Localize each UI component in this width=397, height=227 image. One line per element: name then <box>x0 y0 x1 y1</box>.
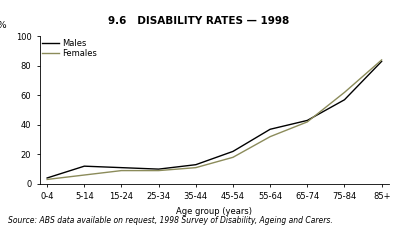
Males <box>45 177 50 179</box>
Males <box>119 166 124 169</box>
Males <box>231 150 235 153</box>
Line: Females: Females <box>47 60 382 179</box>
Text: 9.6   DISABILITY RATES — 1998: 9.6 DISABILITY RATES — 1998 <box>108 16 289 26</box>
Females <box>119 169 124 172</box>
Males <box>268 128 272 131</box>
Text: %: % <box>0 21 6 30</box>
X-axis label: Age group (years): Age group (years) <box>176 207 252 216</box>
Males <box>156 168 161 170</box>
Males <box>379 60 384 63</box>
Males <box>342 99 347 101</box>
Females <box>305 121 310 123</box>
Females <box>379 59 384 61</box>
Females <box>193 166 198 169</box>
Line: Males: Males <box>47 61 382 178</box>
Males <box>193 163 198 166</box>
Females <box>342 91 347 94</box>
Females <box>82 174 87 176</box>
Females <box>156 169 161 172</box>
Males <box>305 119 310 122</box>
Males <box>82 165 87 168</box>
Legend: Males, Females: Males, Females <box>41 38 98 59</box>
Females <box>231 156 235 159</box>
Females <box>45 178 50 181</box>
Females <box>268 135 272 138</box>
Text: Source: ABS data available on request, 1998 Survey of Disability, Ageing and Car: Source: ABS data available on request, 1… <box>8 216 333 225</box>
